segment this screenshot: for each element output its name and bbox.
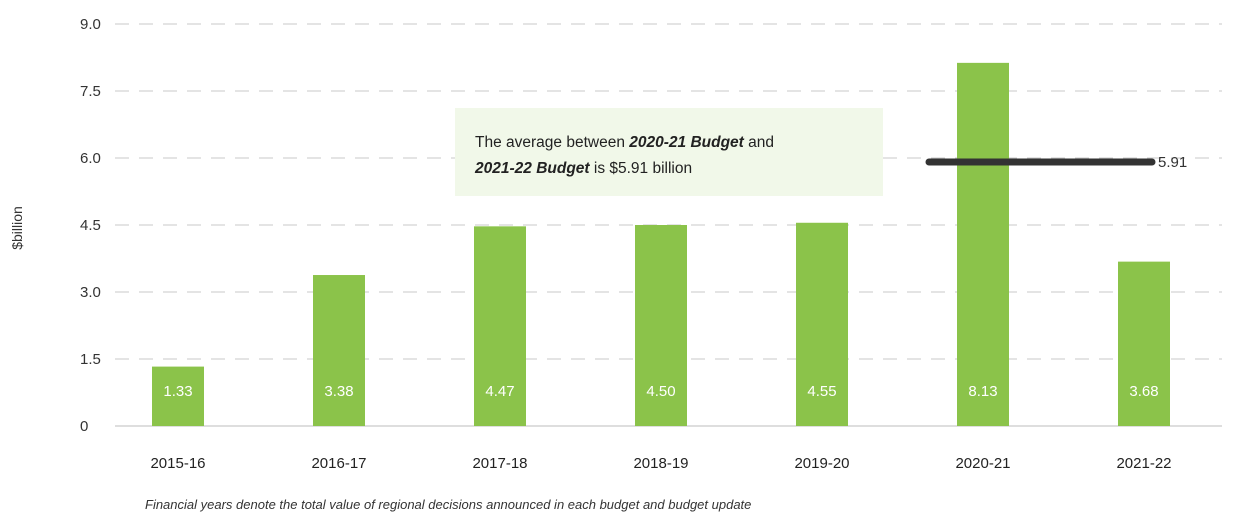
bar bbox=[1118, 261, 1170, 426]
chart-footnote: Financial years denote the total value o… bbox=[145, 497, 752, 512]
average-line-value-label: 5.91 bbox=[1158, 154, 1187, 171]
x-tick-label: 2018-19 bbox=[633, 455, 688, 472]
bar bbox=[796, 222, 848, 426]
y-axis-label: $billion bbox=[9, 206, 25, 250]
bar-value-label: 3.38 bbox=[324, 383, 353, 400]
bar bbox=[635, 225, 687, 426]
bar bbox=[957, 62, 1009, 427]
x-tick-label: 2019-20 bbox=[794, 455, 849, 472]
y-tick-label: 1.5 bbox=[80, 351, 101, 368]
y-tick-label: 4.5 bbox=[80, 217, 101, 234]
bar-value-label: 4.47 bbox=[485, 383, 514, 400]
x-tick-label: 2016-17 bbox=[311, 455, 366, 472]
annotation-italic-2: 2021-22 Budget bbox=[475, 160, 590, 177]
bar bbox=[313, 275, 365, 426]
annotation-italic-1: 2020-21 Budget bbox=[629, 134, 744, 151]
annotation-text-part3: is $5.91 billion bbox=[589, 160, 693, 177]
bar-value-label: 8.13 bbox=[968, 383, 997, 400]
x-tick-label: 2021-22 bbox=[1116, 455, 1171, 472]
y-tick-label: 7.5 bbox=[80, 83, 101, 100]
x-tick-label: 2017-18 bbox=[472, 455, 527, 472]
bar-value-label: 4.50 bbox=[646, 383, 675, 400]
y-tick-label: 3.0 bbox=[80, 284, 101, 301]
average-reference-line: 5.91 bbox=[925, 154, 1187, 171]
x-tick-label: 2015-16 bbox=[150, 455, 205, 472]
annotation-text-part1: The average between bbox=[475, 134, 630, 151]
annotation-text-part2: and bbox=[743, 134, 774, 151]
bar bbox=[152, 366, 204, 426]
x-axis-ticks: 2015-16 2016-17 2017-18 2018-19 2019-20 2020-… bbox=[150, 455, 1171, 472]
average-annotation-box: The average between 2020-21 Budget and 2… bbox=[455, 108, 883, 196]
y-tick-label: 6.0 bbox=[80, 150, 101, 167]
bar-value-label: 3.68 bbox=[1129, 383, 1158, 400]
bar-value-label: 4.55 bbox=[807, 383, 836, 400]
bar-value-label: 1.33 bbox=[163, 383, 192, 400]
y-axis-ticks: 0 1.5 3.0 4.5 6.0 7.5 9.0 bbox=[80, 16, 101, 435]
y-tick-label: 9.0 bbox=[80, 16, 101, 33]
bar bbox=[474, 226, 526, 426]
bars: 1.33 3.38 4.47 4.50 4.55 8.13 3.68 bbox=[152, 62, 1170, 427]
x-tick-label: 2020-21 bbox=[955, 455, 1010, 472]
y-tick-label: 0 bbox=[80, 418, 88, 435]
